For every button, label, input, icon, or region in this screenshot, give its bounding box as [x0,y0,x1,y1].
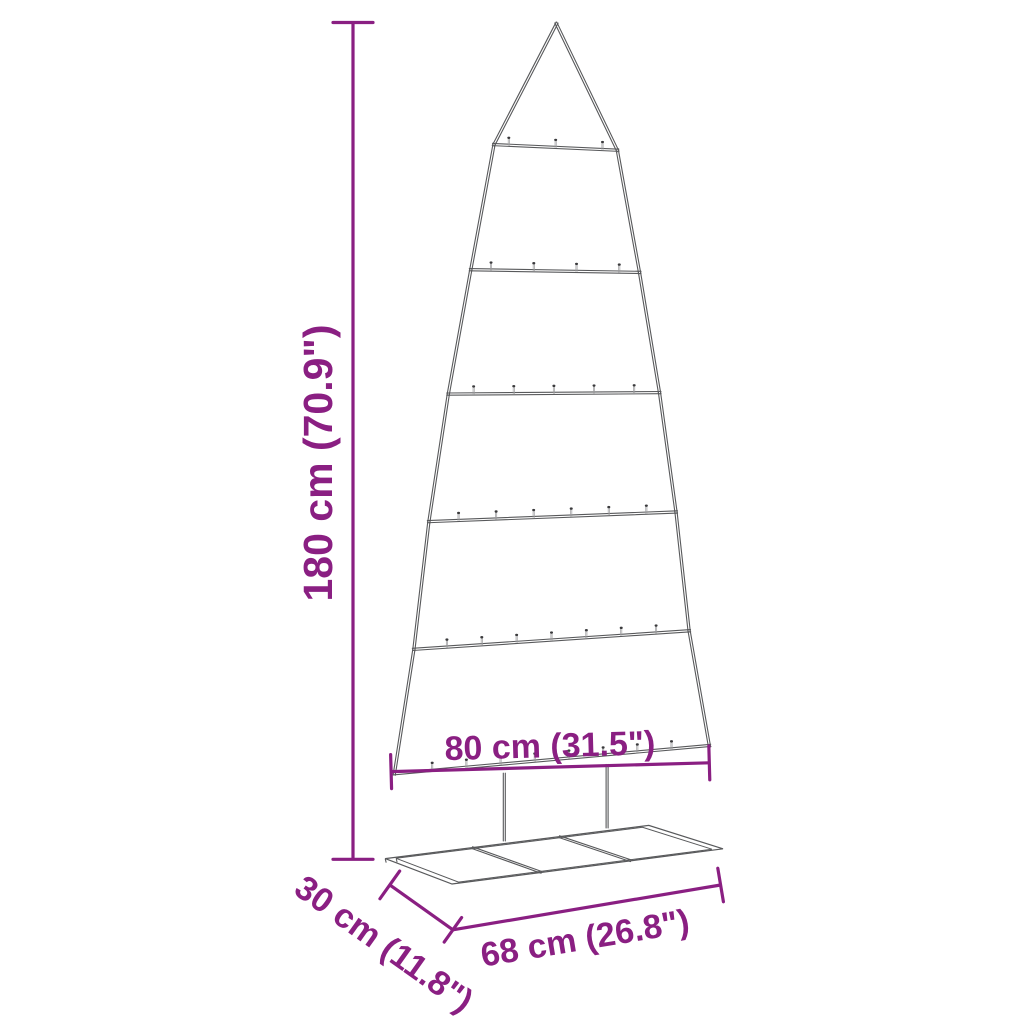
svg-text:180 cm (70.9"): 180 cm (70.9") [295,325,341,602]
svg-text:68 cm (26.8"): 68 cm (26.8") [478,902,692,974]
svg-text:80 cm (31.5"): 80 cm (31.5") [444,724,656,768]
